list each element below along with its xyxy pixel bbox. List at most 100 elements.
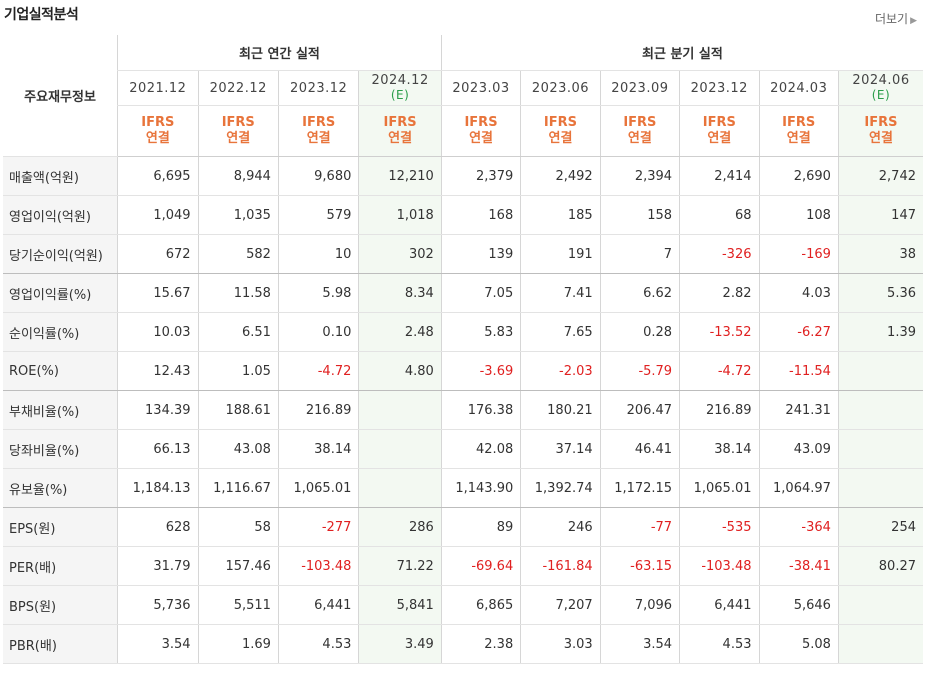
table-cell: 7.41 (520, 273, 601, 313)
table-cell: -63.15 (599, 546, 680, 586)
table-cell: 43.09 (758, 429, 839, 469)
consolidated-label: 연결 (469, 131, 493, 146)
table-cell: -38.41 (758, 546, 839, 586)
table-row: EPS(원) 628 58 -277 286 89 246 -77 -535 -364 254 (3, 507, 923, 547)
ifrs-label: IFRS (464, 115, 498, 130)
table-cell: 1,064.97 (758, 468, 839, 508)
table-cell: 2,742 (837, 156, 923, 196)
table-cell: 1,172.15 (599, 468, 680, 508)
table-cell: 38.14 (679, 429, 759, 469)
table-cell: -169 (758, 234, 839, 274)
table-cell: 31.79 (117, 546, 199, 586)
table-cell: 1,143.90 (440, 468, 521, 508)
ifrs-label: IFRS (302, 115, 336, 130)
table-cell: 2.38 (440, 624, 521, 664)
table-cell: 108 (758, 195, 839, 235)
consolidated-label: 연결 (786, 131, 811, 146)
ifrs-label: IFRS (383, 115, 417, 130)
table-cell: -11.54 (758, 351, 839, 391)
table-cell: 579 (277, 195, 359, 235)
table-cell: -5.79 (599, 351, 680, 391)
row-label: PER(배) (3, 546, 118, 586)
table-cell: 6,695 (117, 156, 199, 196)
consolidated-label: 연결 (548, 131, 573, 146)
table-cell: -161.84 (520, 546, 601, 586)
ifrs-label: IFRS (623, 115, 657, 130)
table-cell: 5.83 (440, 312, 521, 352)
table-cell: 3.03 (520, 624, 601, 664)
period-date: 2024.03 (770, 80, 828, 96)
table-cell: 6.62 (599, 273, 680, 313)
table-cell: 147 (837, 195, 923, 235)
row-label: EPS(원) (3, 507, 118, 547)
more-link[interactable]: 더보기 ▶ (874, 12, 917, 26)
table-cell: 5,646 (758, 585, 839, 625)
period-header: 2023.03 (440, 70, 521, 106)
table-cell: 2,690 (758, 156, 839, 196)
consolidated-label: 연결 (306, 131, 331, 146)
table-cell: 0.10 (277, 312, 359, 352)
table-cell: 0.28 (599, 312, 680, 352)
table-cell: 1,049 (117, 195, 199, 235)
table-row: 영업이익(억원) 1,049 1,035 579 1,018 168 185 158 68 108… (3, 195, 923, 235)
table-cell: 4.80 (358, 351, 442, 391)
table-cell: 6,865 (440, 585, 521, 625)
table-cell: 43.08 (197, 429, 279, 469)
consolidated-label: 연결 (388, 131, 413, 146)
period-date: 2023.09 (611, 80, 669, 96)
table-cell: 89 (440, 507, 521, 547)
accounting-standard: IFRS 연결 (440, 105, 521, 157)
row-label: ROE(%) (3, 351, 118, 391)
table-cell: 628 (117, 507, 199, 547)
financial-table: 주요재무정보 최근 연간 실적 최근 분기 실적 2021.12 2022.12 2… (3, 35, 923, 664)
table-row: 유보율(%) 1,184.13 1,116.67 1,065.01 1,143.90 1,… (3, 468, 923, 508)
table-cell: 5.36 (837, 273, 923, 313)
accounting-standard: IFRS 연결 (679, 105, 759, 157)
estimate-marker: (E) (390, 88, 410, 102)
table-cell: 2,414 (679, 156, 759, 196)
consolidated-label: 연결 (627, 131, 652, 146)
table-cell: 7,207 (520, 585, 601, 625)
period-header: 2023.09 (599, 70, 680, 106)
table-cell: 6.51 (197, 312, 279, 352)
row-label: 유보율(%) (3, 468, 118, 508)
accounting-standard: IFRS 연결 (837, 105, 923, 157)
table-cell: 10.03 (117, 312, 199, 352)
consolidated-label: 연결 (145, 131, 170, 146)
ifrs-label: IFRS (543, 115, 577, 130)
period-header: 2024.12 (E) (358, 70, 442, 106)
row-label: 순이익률(%) (3, 312, 118, 352)
period-date: 2022.12 (209, 80, 267, 96)
consolidated-label: 연결 (226, 131, 251, 146)
table-cell: 15.67 (117, 273, 199, 313)
row-label: 당기순이익(억원) (3, 234, 118, 274)
table-cell: 1,035 (197, 195, 279, 235)
quarter-group-header: 최근 분기 실적 (440, 35, 923, 71)
ifrs-label: IFRS (782, 115, 816, 130)
table-cell: 71.22 (358, 546, 442, 586)
row-label: 영업이익률(%) (3, 273, 118, 313)
annual-group-header: 최근 연간 실적 (117, 35, 442, 71)
table-cell: 246 (520, 507, 601, 547)
table-cell: -103.48 (679, 546, 759, 586)
ifrs-label: IFRS (141, 115, 175, 130)
table-cell: 2,379 (440, 156, 521, 196)
table-cell: -535 (679, 507, 759, 547)
table-cell: 176.38 (440, 390, 521, 430)
estimate-marker: (E) (871, 88, 891, 102)
table-cell: 2,492 (520, 156, 601, 196)
table-row: 영업이익률(%) 15.67 11.58 5.98 8.34 7.05 7.41 6.62 2.… (3, 273, 923, 313)
period-date: 2023.03 (452, 80, 510, 96)
table-cell: 2.48 (358, 312, 442, 352)
table-row: 당좌비율(%) 66.13 43.08 38.14 42.08 37.14 46.41 38.… (3, 429, 923, 469)
period-header: 2021.12 (117, 70, 199, 106)
table-row: BPS(원) 5,736 5,511 6,441 5,841 6,865 7,207 7,09… (3, 585, 923, 625)
table-cell: 185 (520, 195, 601, 235)
table-cell: 38 (837, 234, 923, 274)
table-cell (837, 429, 923, 469)
table-cell: 1,184.13 (117, 468, 199, 508)
table-cell: -4.72 (277, 351, 359, 391)
table-cell: 1.69 (197, 624, 279, 664)
table-cell: 582 (197, 234, 279, 274)
accounting-standard: IFRS 연결 (758, 105, 839, 157)
